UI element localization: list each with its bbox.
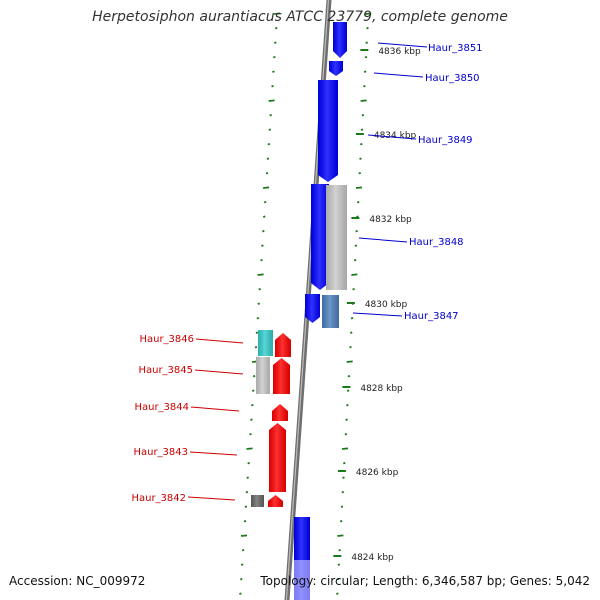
gene-haur-3850[interactable] <box>329 61 343 76</box>
gene-haur-3847-shadow[interactable] <box>322 295 339 328</box>
gene-haur-3848-shadow[interactable] <box>326 185 347 290</box>
gene-label-haur-3851[interactable]: Haur_3851 <box>428 43 483 54</box>
gene-label-leader <box>377 42 428 48</box>
gene-haur-3845[interactable] <box>273 358 290 394</box>
gene-label-leader <box>187 496 236 501</box>
kbp-tick-label: 4834 kbp <box>374 131 417 141</box>
gene-haur-3847[interactable] <box>305 294 320 323</box>
gene-label-haur-3848[interactable]: Haur_3848 <box>409 237 464 248</box>
kbp-tick-label: 4832 kbp <box>369 215 412 225</box>
gene-label-leader <box>373 72 424 78</box>
genome-summary-text: Topology: circular; Length: 6,346,587 bp… <box>260 574 590 588</box>
gene-label-haur-3850[interactable]: Haur_3850 <box>425 73 480 84</box>
kbp-tick-label: 4824 kbp <box>351 553 394 563</box>
gene-label-leader <box>194 369 244 375</box>
gene-label-haur-3849[interactable]: Haur_3849 <box>418 135 473 146</box>
kbp-tick-label: 4830 kbp <box>365 300 408 310</box>
left-scale-ticks <box>239 12 281 595</box>
forward-strand-genes <box>294 22 347 600</box>
gene-label-leader <box>189 451 238 456</box>
gene-label-haur-3846[interactable]: Haur_3846 <box>139 334 194 345</box>
right-scale-ticks <box>336 12 372 595</box>
kbp-tick-label: 4828 kbp <box>360 384 403 394</box>
gene-haur-3842[interactable] <box>268 495 283 507</box>
gene-label-leader <box>358 237 408 243</box>
gene-label-leader <box>195 338 244 344</box>
gene-labels: Haur_3851 Haur_3850 Haur_3849 Haur_3848 Haur… <box>131 42 483 504</box>
gene-label-haur-3845[interactable]: Haur_3845 <box>138 365 193 376</box>
gene-haur-3849[interactable] <box>318 80 338 182</box>
gene-label-haur-3842[interactable]: Haur_3842 <box>131 493 186 504</box>
reverse-strand-genes <box>251 330 291 507</box>
gene-haur-3845-shadow[interactable] <box>256 357 270 394</box>
accession-text: Accession: NC_009972 <box>9 574 146 588</box>
gene-haur-3844[interactable] <box>272 404 288 421</box>
gene-haur-3842-shadow[interactable] <box>251 495 264 507</box>
kbp-tick-labels: 4836 kbp 4834 kbp 4832 kbp 4830 kbp 4828 kbp… <box>333 47 421 563</box>
gene-label-leader <box>190 406 240 412</box>
gene-haur-3846[interactable] <box>275 333 291 357</box>
kbp-tick-label: 4826 kbp <box>356 468 399 478</box>
gene-label-leader <box>352 312 403 317</box>
kbp-tick-label: 4836 kbp <box>378 47 421 57</box>
genome-title: Herpetosiphon aurantiacus ATCC 23779, co… <box>92 9 508 25</box>
gene-label-leader <box>367 134 417 140</box>
gene-haur-3846-shadow[interactable] <box>258 330 273 356</box>
gene-haur-3843[interactable] <box>269 423 286 492</box>
gene-haur-3851[interactable] <box>333 22 347 58</box>
gene-haur-3848[interactable] <box>311 184 329 290</box>
gene-label-haur-3844[interactable]: Haur_3844 <box>134 402 189 413</box>
gene-label-haur-3843[interactable]: Haur_3843 <box>133 447 188 458</box>
gene-label-haur-3847[interactable]: Haur_3847 <box>404 311 459 322</box>
